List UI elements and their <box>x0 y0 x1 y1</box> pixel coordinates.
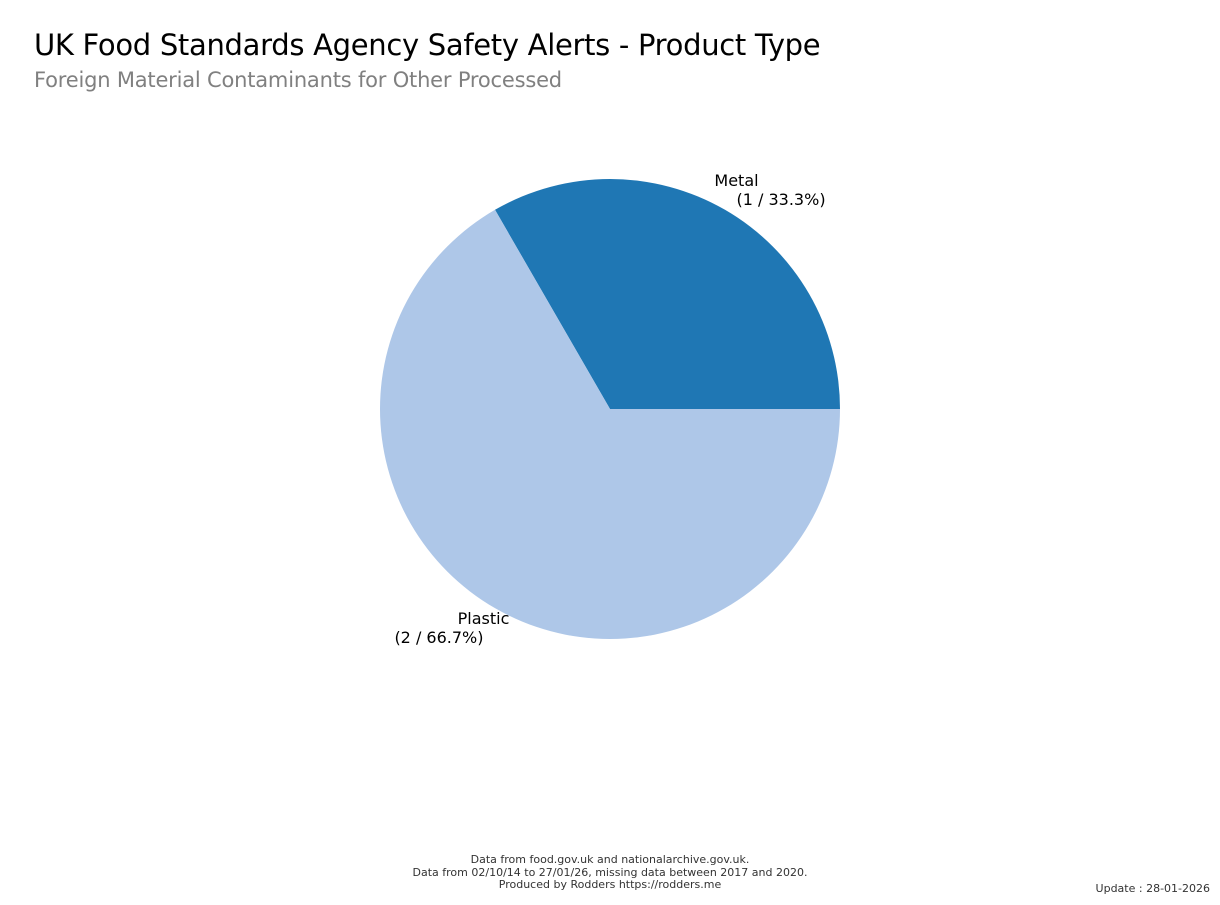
slice-label-metal: Metal (1 / 33.3%) <box>714 171 825 209</box>
chart-subtitle: Foreign Material Contaminants for Other … <box>34 68 562 92</box>
source-footer: Data from food.gov.uk and nationalarchiv… <box>0 853 1220 892</box>
pie-slice-metal <box>495 178 840 409</box>
pie-slice-plastic <box>380 209 840 639</box>
footer-source-line: Data from food.gov.uk and nationalarchiv… <box>470 853 750 866</box>
footer-credit-line: Produced by Rodders https://rodders.me <box>498 878 722 891</box>
update-date: Update : 28-01-2026 <box>1095 882 1210 895</box>
chart-title: UK Food Standards Agency Safety Alerts -… <box>34 28 821 62</box>
slice-label-plastic: Plastic (2 / 66.7%) <box>394 609 509 647</box>
footer-date-range-line: Data from 02/10/14 to 27/01/26, missing … <box>412 865 808 879</box>
